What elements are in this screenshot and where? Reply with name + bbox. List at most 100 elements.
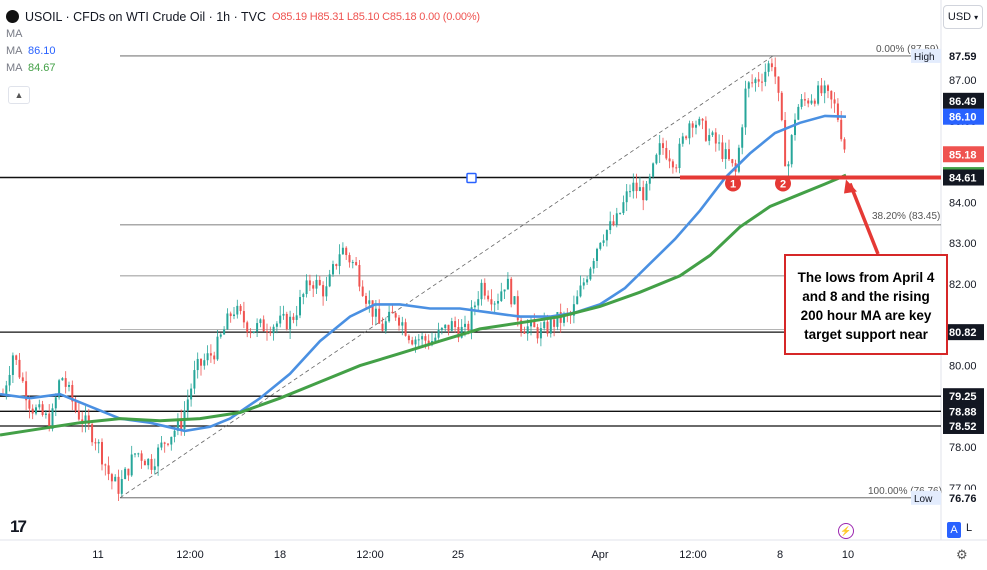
time-tick-label: Apr [591,549,608,561]
candle [500,282,503,302]
price-tag-value: 86.49 [949,96,977,108]
currency-label: USD [947,11,972,23]
ma-label-3[interactable]: MA [6,61,23,74]
candle-body [688,123,691,139]
candle [695,120,697,135]
candle-body [223,329,226,335]
candle [579,275,582,298]
auto-scale-button[interactable]: A [947,522,961,538]
chart-title[interactable]: USOIL · CFDs on WTI Crude Oil · 1h · TVC [25,9,267,24]
candle-body [450,321,453,331]
candle-body [325,286,328,297]
candle-body [503,289,506,292]
candle-body [497,301,499,304]
candle-body [780,92,783,121]
candle-body [520,320,523,332]
candle-body [803,99,806,101]
candle [668,150,671,169]
candle-body [721,142,724,160]
candle-body [543,321,546,329]
candle [836,98,839,123]
candle-body [645,183,648,201]
candle [328,269,331,288]
candle-body [173,430,176,437]
candle [741,124,744,155]
candle-body [216,336,219,360]
candle [728,139,730,162]
candle [662,137,664,155]
candle-body [754,79,757,84]
candle-body [127,468,130,476]
candle-body [648,176,651,184]
candle-body [685,136,688,139]
flash-icon[interactable]: ⚡ [838,523,854,539]
candle [602,234,605,247]
currency-select[interactable]: USD ▾ [943,5,983,29]
candle [107,456,110,481]
gear-icon[interactable]: ⚙ [956,547,968,562]
annotation-line-4: target support near [804,327,928,342]
candle-body [312,285,315,289]
line-handle [466,172,477,184]
ma-label-1[interactable]: MA [6,27,23,40]
time-tick-label: 10 [842,549,854,561]
time-tick-label: 11 [92,549,103,561]
candle [642,180,645,211]
candle [790,134,793,168]
candle-body [467,323,470,331]
candle-body [493,303,496,305]
candle [322,281,325,306]
candle [487,290,490,302]
candle [576,290,579,305]
candle-body [612,221,615,225]
candle-body [761,81,763,83]
candle-body [523,331,526,334]
candle-body [695,124,697,128]
candle [38,399,41,410]
candle-body [157,447,160,467]
price-tick-label: 82.00 [949,279,977,291]
marker-circle [775,175,791,192]
candle-body [678,143,681,168]
candle [480,279,483,306]
candle-body [239,305,242,312]
candle-body [391,311,394,314]
annotation-line-1: The lows from April 4 [797,270,935,285]
candle-body [579,285,582,297]
candle [203,353,206,370]
candle-body [91,424,94,443]
candle [282,305,285,320]
candle-body [615,213,618,225]
candle [411,336,414,346]
ma-label-2[interactable]: MA [6,44,23,57]
time-tick-label: 12:00 [679,549,707,561]
collapse-legend-button[interactable]: ▲ [8,86,30,104]
candle-body [378,308,381,324]
candle-body [246,322,249,333]
candle [242,301,245,329]
candle [757,72,760,88]
candle-body [480,282,483,300]
candle [381,317,384,332]
candle-body [599,242,602,249]
candle-body [134,453,136,455]
price-tag-value: 78.52 [949,421,977,433]
candle [259,318,262,328]
candle [110,472,113,490]
candle [176,413,179,436]
candle-body [272,326,275,334]
candle-body [546,321,549,334]
candle [275,321,278,334]
candle-body [322,285,325,297]
candle [332,260,334,277]
candle-body [800,99,803,107]
log-scale-button[interactable]: L [966,522,973,534]
candle-body [381,323,384,331]
candle [549,316,552,338]
tradingview-logo-icon[interactable]: 17 [10,517,27,536]
annotation-callout[interactable]: The lows from April 4 and 8 and the risi… [784,254,948,355]
candle-body [101,442,103,465]
candle-body [259,319,262,324]
ma-slow-line [0,173,847,437]
candle [308,274,311,291]
